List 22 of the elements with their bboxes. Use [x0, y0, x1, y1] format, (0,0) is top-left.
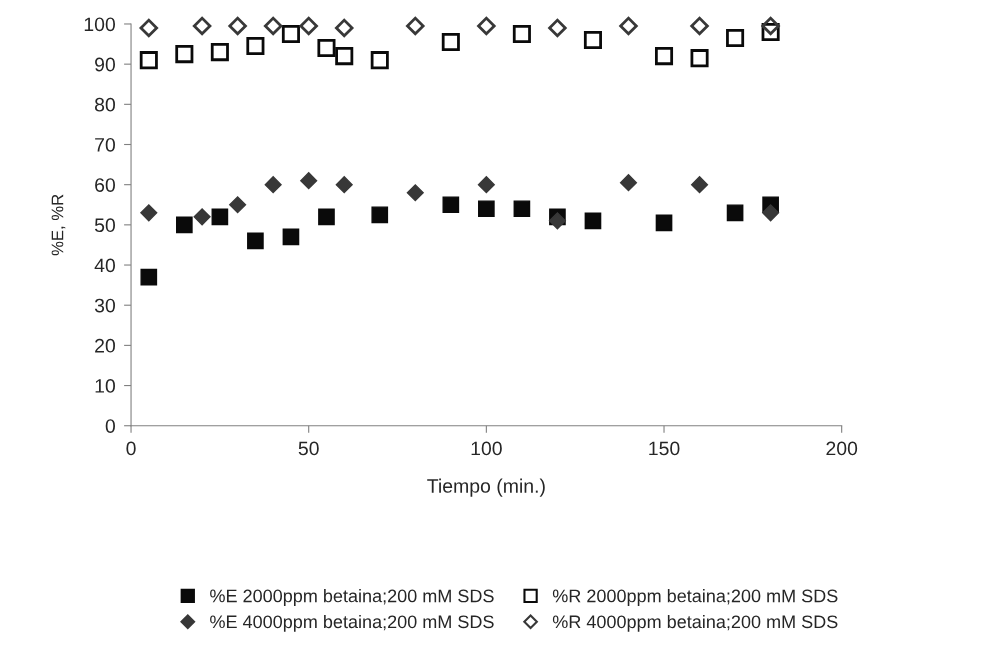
y-tick-label: 100: [84, 17, 115, 32]
y-tick-label: 80: [94, 97, 115, 112]
y-tick-label: 30: [94, 298, 115, 313]
x-axis-title: Tiempo (min.): [427, 478, 545, 497]
y-tick-label: 20: [95, 338, 115, 353]
x-tick-label: 150: [649, 441, 680, 456]
y-tick-label: 10: [95, 379, 115, 393]
x-tick-label: 50: [298, 441, 319, 456]
x-tick-label: 100: [471, 441, 502, 456]
y-axis-title: %E, %R: [51, 194, 66, 256]
y-tick-label: 90: [95, 57, 115, 72]
y-tick-label: 50: [94, 218, 115, 233]
x-tick-label: 0: [126, 441, 136, 456]
y-tick-label: 60: [95, 178, 115, 192]
y-tick-label: 0: [105, 419, 115, 433]
legend-label: %R 2000ppm betaina;200 mM SDS: [552, 589, 838, 606]
legend-label: %R 4000ppm betaina;200 mM SDS: [552, 614, 838, 632]
y-tick-label: 40: [94, 258, 115, 273]
y-tick-label: 70: [95, 137, 115, 152]
legend-label: %E 2000ppm betaina;200 mM SDS: [210, 589, 494, 606]
legend-label: %E 4000ppm betaina;200 mM SDS: [210, 614, 494, 632]
x-tick-label: 200: [826, 441, 858, 456]
